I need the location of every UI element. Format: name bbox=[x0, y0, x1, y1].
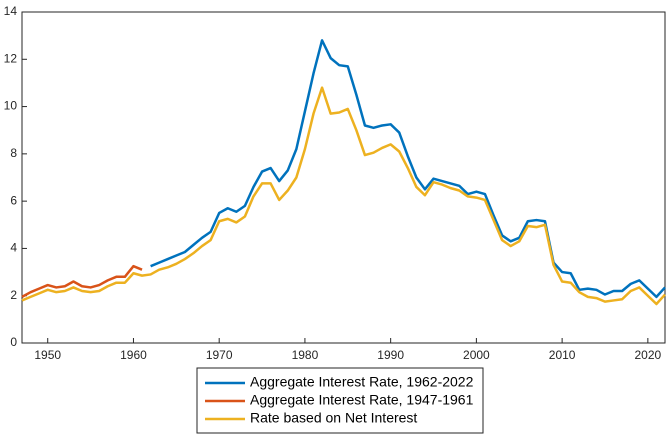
x-tick-label: 1990 bbox=[377, 348, 404, 362]
legend-label: Aggregate Interest Rate, 1947-1961 bbox=[250, 392, 474, 408]
legend: Aggregate Interest Rate, 1962-2022 Aggreg… bbox=[196, 367, 484, 434]
plot-frame bbox=[21, 11, 666, 344]
x-tick-label: 1980 bbox=[292, 348, 319, 362]
series-line bbox=[21, 264, 143, 298]
y-tick-label: 14 bbox=[4, 4, 18, 18]
legend-label: Aggregate Interest Rate, 1962-2022 bbox=[250, 374, 474, 390]
y-tick-label: 6 bbox=[10, 193, 17, 207]
x-tick-label: 1960 bbox=[120, 348, 147, 362]
y-tick-label: 8 bbox=[10, 146, 17, 160]
x-tick-label: 2000 bbox=[463, 348, 490, 362]
y-tick-label: 0 bbox=[10, 335, 17, 349]
y-tick-label: 12 bbox=[4, 51, 18, 65]
y-tick-label: 4 bbox=[10, 241, 17, 255]
x-tick-label: 1950 bbox=[34, 348, 61, 362]
y-tick-label: 10 bbox=[4, 99, 18, 113]
x-tick-label: 1970 bbox=[206, 348, 233, 362]
legend-label: Rate based on Net Interest bbox=[250, 410, 417, 426]
series-line bbox=[21, 86, 666, 306]
x-tick-label: 2020 bbox=[635, 348, 662, 362]
series-line bbox=[150, 39, 666, 299]
x-tick-label: 2010 bbox=[549, 348, 576, 362]
y-tick-label: 2 bbox=[10, 288, 17, 302]
